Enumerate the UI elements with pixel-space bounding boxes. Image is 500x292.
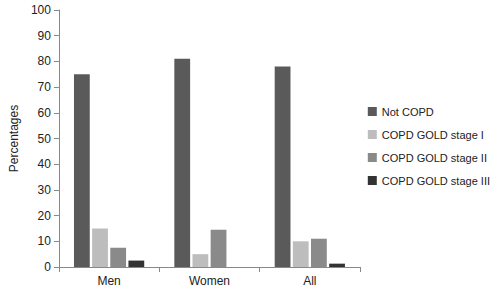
svg-text:60: 60: [38, 106, 52, 120]
svg-text:20: 20: [38, 209, 52, 223]
svg-text:80: 80: [38, 54, 52, 68]
svg-text:30: 30: [38, 183, 52, 197]
svg-text:40: 40: [38, 157, 52, 171]
svg-text:70: 70: [38, 80, 52, 94]
svg-text:COPD GOLD stage III: COPD GOLD stage III: [382, 175, 490, 187]
svg-text:All: All: [303, 274, 316, 288]
svg-text:100: 100: [31, 3, 51, 17]
svg-text:90: 90: [38, 29, 52, 43]
svg-text:50: 50: [38, 132, 52, 146]
svg-text:COPD GOLD stage II: COPD GOLD stage II: [382, 152, 487, 164]
svg-text:Women: Women: [189, 274, 230, 288]
svg-text:COPD GOLD stage I: COPD GOLD stage I: [382, 129, 484, 141]
svg-text:Percentages: Percentages: [7, 105, 21, 172]
svg-text:10: 10: [38, 234, 52, 248]
svg-text:0: 0: [44, 260, 51, 274]
svg-text:Men: Men: [97, 274, 120, 288]
svg-text:Not COPD: Not COPD: [382, 106, 434, 118]
